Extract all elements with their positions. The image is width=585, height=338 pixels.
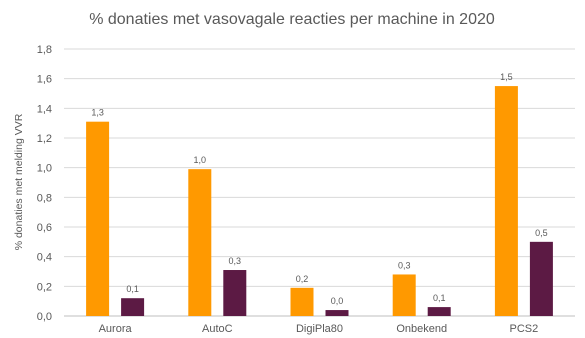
- bar: [325, 310, 349, 316]
- bar: [529, 241, 553, 316]
- x-tick-label: PCS2: [510, 323, 539, 335]
- x-tick-label: DigiPla80: [296, 323, 343, 335]
- bar: [392, 274, 416, 316]
- y-tick-label: 0,4: [37, 252, 52, 264]
- x-tick-label: Aurora: [99, 323, 133, 335]
- y-tick-label: 0,2: [37, 281, 52, 293]
- data-label: 0,1: [433, 293, 446, 303]
- y-tick-label: 1,0: [37, 163, 52, 175]
- y-tick-label: 0,8: [37, 192, 52, 204]
- y-tick-label: 1,2: [37, 133, 52, 145]
- bar: [86, 121, 110, 316]
- data-label: 1,5: [500, 72, 513, 82]
- chart-title: % donaties met vasovagale reacties per m…: [89, 11, 495, 28]
- y-tick-label: 1,6: [37, 74, 52, 86]
- data-label: 0,3: [398, 260, 411, 270]
- data-label: 1,3: [91, 108, 104, 118]
- bar: [494, 86, 518, 316]
- y-tick-label: 0,0: [37, 311, 52, 323]
- y-tick-labels: 0,0 0,2 0,4 0,6 0,8 1,0 1,2 1,4 1,6 1,8: [37, 44, 52, 323]
- bar: [290, 287, 314, 316]
- data-label: 0,5: [535, 228, 548, 238]
- x-tick-labels: Aurora AutoC DigiPla80 Onbekend PCS2: [99, 323, 539, 335]
- data-label: 0,1: [126, 284, 139, 294]
- y-tick-label: 1,8: [37, 44, 52, 56]
- data-label: 0,2: [296, 274, 309, 284]
- data-label: 0,0: [331, 296, 344, 306]
- data-label: 1,0: [194, 155, 207, 165]
- data-labels: 1,3 0,1 1,0 0,3 0,2 0,0 0,3 0,1 1,5 0,5: [91, 72, 547, 306]
- gridlines: [64, 48, 575, 317]
- bar: [121, 298, 145, 316]
- bar: [188, 169, 212, 316]
- data-label: 0,3: [229, 256, 242, 266]
- x-tick-label: AutoC: [202, 323, 233, 335]
- y-axis-label: % donaties met melding VVR: [13, 113, 25, 250]
- bars: [86, 86, 553, 316]
- y-tick-label: 1,4: [37, 103, 52, 115]
- bar: [223, 270, 247, 316]
- bar: [427, 307, 451, 316]
- y-tick-label: 0,6: [37, 222, 52, 234]
- x-tick-label: Onbekend: [396, 323, 447, 335]
